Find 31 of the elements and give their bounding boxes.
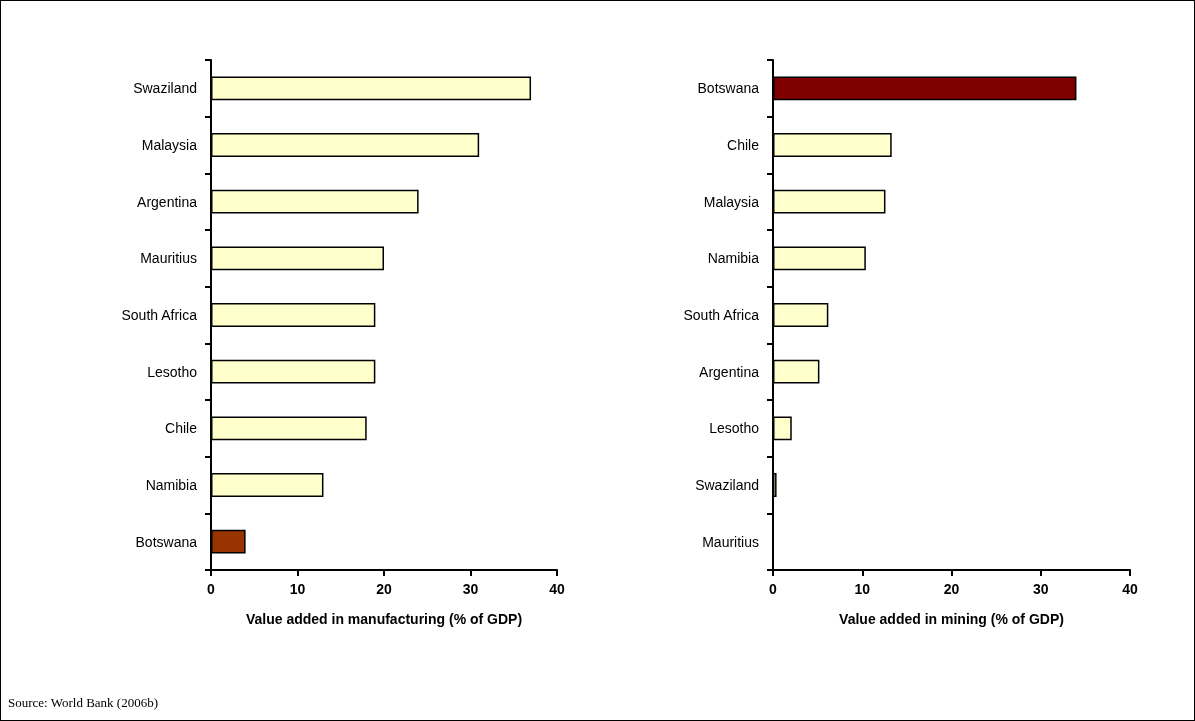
y-tick-label: Namibia (145, 477, 198, 493)
x-tick-label: 0 (769, 581, 778, 597)
y-tick-label: Argentina (699, 363, 760, 380)
source-note: Source: World Bank (2006b) (8, 695, 158, 710)
y-tick-label: Botswana (135, 533, 198, 550)
y-tick-label: Botswana (697, 80, 760, 97)
y-tick-label: South Africa (683, 307, 760, 323)
x-tick-label: 30 (1032, 581, 1049, 597)
y-tick-label: Lesotho (147, 363, 198, 380)
x-tick-label: 40 (1122, 581, 1138, 597)
y-tick-label: Lesotho (709, 420, 760, 437)
y-tick-label: Argentina (137, 193, 198, 210)
x-tick-label: 40 (549, 581, 565, 597)
y-tick-label: Mauritius (702, 533, 759, 550)
y-tick-label: South Africa (121, 307, 198, 323)
y-tick-label: Mauritius (140, 250, 197, 267)
y-tick-label: Swaziland (133, 80, 197, 97)
y-tick-label: Chile (165, 420, 198, 437)
y-tick-label: Swaziland (695, 477, 759, 493)
x-axis-title: Value added in mining (% of GDP) (839, 611, 1064, 627)
y-tick-label: Chile (727, 137, 760, 153)
x-tick-label: 20 (943, 581, 960, 597)
x-axis-title: Value added in manufacturing (% of GDP) (245, 611, 523, 627)
x-tick-label: 20 (376, 581, 392, 597)
x-tick-label: 10 (854, 581, 871, 597)
y-tick-label: Malaysia (141, 137, 198, 153)
x-tick-label: 10 (289, 581, 306, 597)
x-tick-label: 30 (462, 581, 479, 597)
x-tick-label: 0 (207, 581, 216, 597)
y-tick-label: Namibia (707, 250, 760, 267)
y-tick-label: Malaysia (703, 193, 760, 210)
